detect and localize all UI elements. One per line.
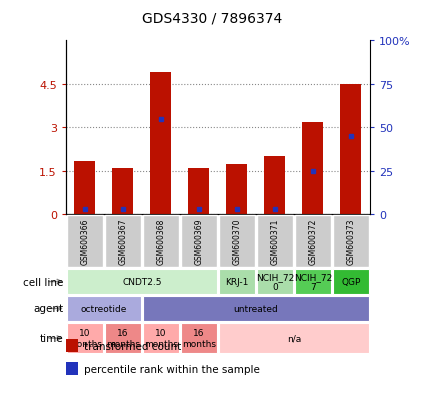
Text: octreotide: octreotide <box>81 304 127 313</box>
Text: GSM600369: GSM600369 <box>194 218 203 265</box>
Text: NCIH_72
7: NCIH_72 7 <box>294 272 332 292</box>
Text: 16
months: 16 months <box>106 329 140 348</box>
Text: GSM600371: GSM600371 <box>270 218 279 265</box>
FancyBboxPatch shape <box>218 270 255 294</box>
FancyBboxPatch shape <box>181 323 217 353</box>
FancyBboxPatch shape <box>332 270 369 294</box>
Text: percentile rank within the sample: percentile rank within the sample <box>84 364 260 374</box>
FancyBboxPatch shape <box>257 270 293 294</box>
Bar <box>188 169 209 215</box>
Text: transformed count: transformed count <box>84 341 181 351</box>
Text: GSM600373: GSM600373 <box>346 218 355 265</box>
Text: untreated: untreated <box>233 304 278 313</box>
Text: NCIH_72
0: NCIH_72 0 <box>256 272 294 292</box>
Text: cell line: cell line <box>23 277 64 287</box>
FancyBboxPatch shape <box>181 216 217 267</box>
Bar <box>66 339 78 352</box>
FancyBboxPatch shape <box>105 216 141 267</box>
Bar <box>340 85 361 215</box>
Text: n/a: n/a <box>286 334 301 343</box>
Bar <box>227 164 247 215</box>
Text: time: time <box>40 333 64 343</box>
FancyBboxPatch shape <box>219 216 255 267</box>
Bar <box>66 363 78 375</box>
Text: 10
months: 10 months <box>68 329 102 348</box>
FancyBboxPatch shape <box>67 216 103 267</box>
Text: GSM600367: GSM600367 <box>118 218 127 265</box>
Bar <box>150 73 171 215</box>
Text: KRJ-1: KRJ-1 <box>225 278 249 286</box>
FancyBboxPatch shape <box>257 216 293 267</box>
Bar <box>264 157 285 215</box>
Bar <box>112 169 133 215</box>
FancyBboxPatch shape <box>218 323 369 353</box>
Text: GSM600370: GSM600370 <box>232 218 241 265</box>
Text: CNDT2.5: CNDT2.5 <box>122 278 162 286</box>
FancyBboxPatch shape <box>295 270 331 294</box>
FancyBboxPatch shape <box>67 323 103 353</box>
Text: GSM600372: GSM600372 <box>308 218 317 265</box>
FancyBboxPatch shape <box>67 297 141 321</box>
Text: GSM600368: GSM600368 <box>156 218 165 265</box>
Bar <box>74 161 95 215</box>
Text: QGP: QGP <box>341 278 360 286</box>
Bar <box>302 122 323 215</box>
FancyBboxPatch shape <box>295 216 331 267</box>
FancyBboxPatch shape <box>143 297 369 321</box>
Text: GSM600366: GSM600366 <box>80 218 89 265</box>
FancyBboxPatch shape <box>67 270 217 294</box>
FancyBboxPatch shape <box>333 216 368 267</box>
Text: 10
months: 10 months <box>144 329 178 348</box>
Text: GDS4330 / 7896374: GDS4330 / 7896374 <box>142 12 283 26</box>
FancyBboxPatch shape <box>143 323 179 353</box>
Text: 16
months: 16 months <box>182 329 216 348</box>
FancyBboxPatch shape <box>105 323 141 353</box>
FancyBboxPatch shape <box>143 216 178 267</box>
Text: agent: agent <box>34 304 64 314</box>
